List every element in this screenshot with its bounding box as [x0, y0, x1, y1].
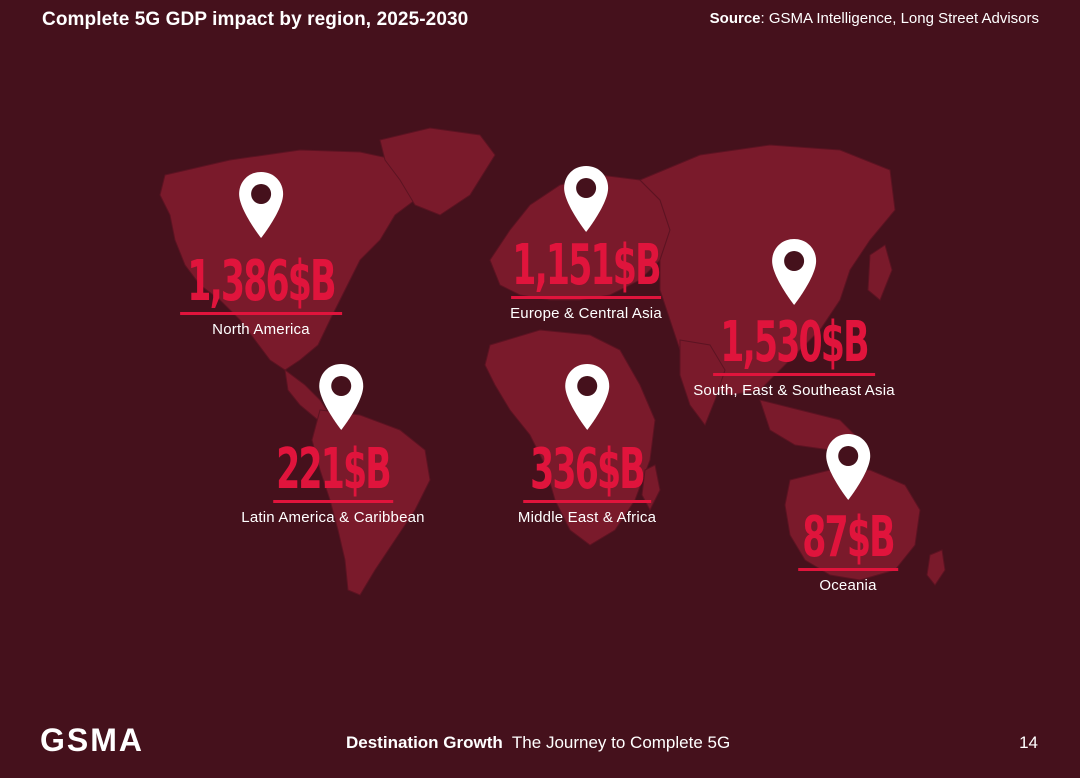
map-pin-icon: [318, 364, 363, 430]
continent-new-zealand: [926, 549, 946, 586]
region-underline: [797, 568, 898, 571]
region-value: 221$B: [276, 437, 392, 502]
page-title: Complete 5G GDP impact by region, 2025-2…: [42, 9, 469, 30]
page-number: 14: [1019, 733, 1038, 752]
region-oceania: 87$B Oceania: [774, 432, 922, 594]
region-underline: [522, 500, 651, 503]
region-value: 87$B: [802, 505, 895, 570]
continent-africa: [484, 329, 656, 546]
region-underline: [713, 373, 875, 376]
continent-japan: [867, 244, 893, 301]
region-south-east-asia: 1,530$B South, East & Southeast Asia: [675, 237, 913, 399]
map-pin-icon: [772, 239, 816, 305]
map-pin-icon: [564, 166, 608, 232]
region-underline: [511, 296, 661, 299]
report-subtitle: The Journey to Complete 5G: [511, 733, 731, 752]
region-value: 1,386$B: [187, 249, 336, 314]
source-text: : GSMA Intelligence, Long Street Advisor…: [760, 10, 1039, 27]
continent-india: [679, 339, 726, 427]
region-label: Middle East & Africa: [517, 509, 657, 526]
region-label: South, East & Southeast Asia: [693, 382, 895, 399]
gsma-logo: GSMA: [40, 722, 144, 758]
source-note: Source: GSMA Intelligence, Long Street A…: [710, 10, 1039, 27]
region-middle-east-africa: 336$B Middle East & Africa: [495, 362, 679, 526]
source-label: Source: [709, 10, 761, 27]
region-value: 1,151$B: [512, 233, 661, 298]
region-label: Europe & Central Asia: [510, 305, 662, 322]
continent-madagascar: [641, 464, 661, 512]
map-pin-icon: [239, 172, 283, 238]
region-value: 1,530$B: [720, 310, 869, 375]
region-value: 336$B: [530, 437, 646, 502]
continent-greenland: [379, 127, 496, 216]
region-north-america: 1,386$B North America: [142, 170, 380, 338]
region-underline: [272, 500, 393, 503]
report-name: Destination Growth: [346, 733, 503, 752]
region-latin-america: 221$B Latin America & Caribbean: [241, 362, 425, 526]
region-underline: [180, 312, 342, 315]
continent-asia: [639, 144, 896, 396]
report-footer: Destination Growth The Journey to Comple…: [346, 733, 730, 753]
region-label: Latin America & Caribbean: [241, 509, 425, 526]
region-label: North America: [212, 321, 310, 338]
map-pin-icon: [825, 434, 870, 500]
map-pin-icon: [564, 364, 609, 430]
region-europe-central-asia: 1,151$B Europe & Central Asia: [467, 164, 705, 322]
region-label: Oceania: [819, 577, 877, 594]
